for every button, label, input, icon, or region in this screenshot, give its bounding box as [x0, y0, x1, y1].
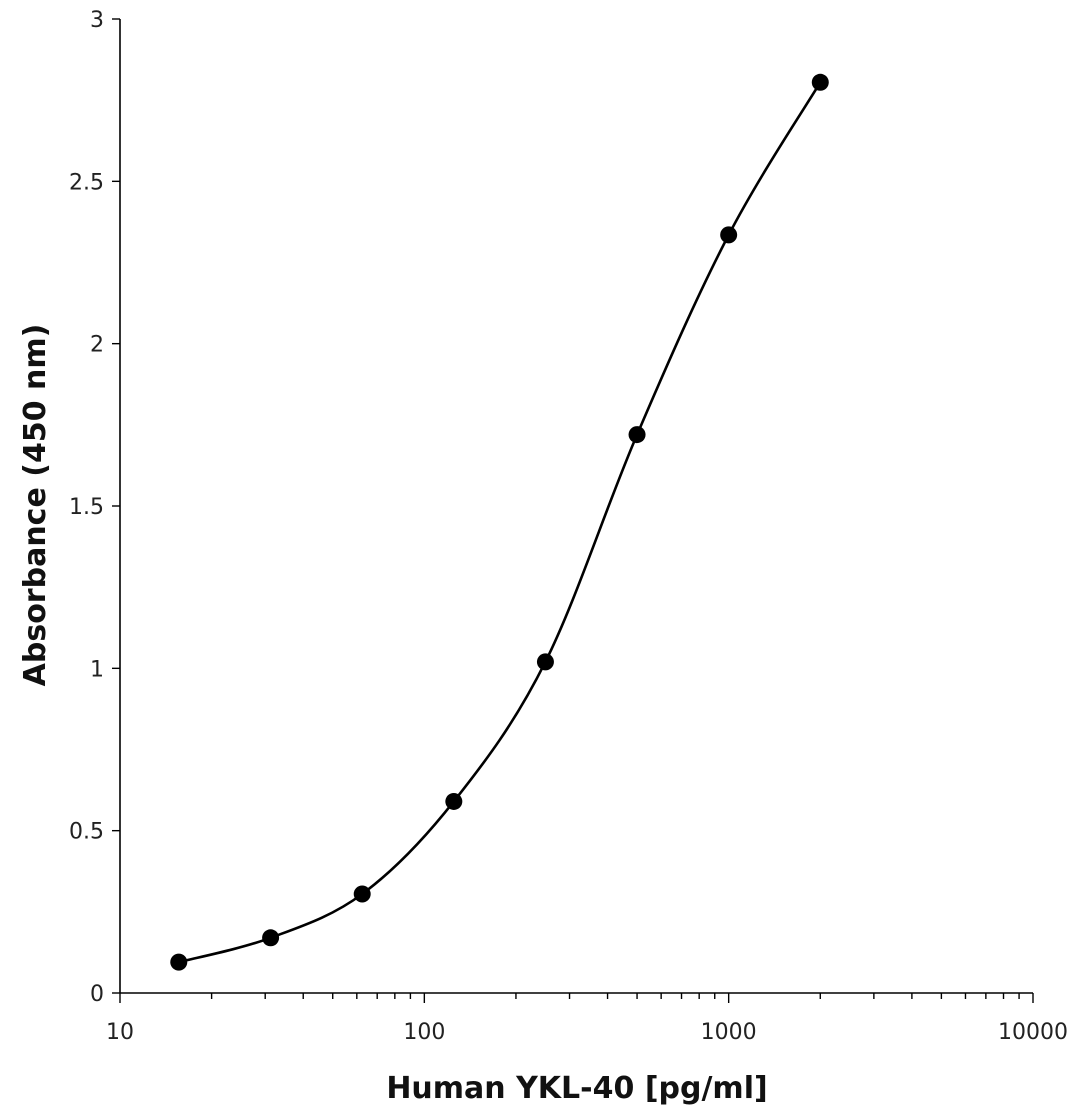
x-tick-label: 1000 [701, 1020, 757, 1045]
y-tick-label: 0.5 [69, 820, 104, 845]
axes [119, 19, 1033, 994]
y-tick-label: 1.5 [69, 495, 104, 520]
data-point [720, 226, 738, 244]
x-axis-title: Human YKL-40 [pg/ml] [386, 1071, 767, 1106]
x-tick-label: 10 [106, 1020, 134, 1045]
data-point [445, 792, 463, 810]
y-tick-label: 2 [90, 333, 104, 358]
data-points [170, 73, 829, 971]
data-point [353, 885, 371, 903]
x-tick-label: 100 [403, 1020, 445, 1045]
y-tick-label: 1 [90, 657, 104, 682]
data-point [262, 929, 280, 947]
y-tick-label: 3 [90, 8, 104, 33]
y-ticks: 0 0.5 1 1.5 2 2.5 3 [69, 8, 120, 1007]
data-point [628, 426, 646, 444]
y-axis-title: Absorbance (450 nm) [18, 324, 53, 687]
data-point [536, 653, 554, 671]
y-tick-label: 2.5 [69, 170, 104, 195]
y-tick-label: 0 [90, 982, 104, 1007]
data-point [811, 73, 829, 91]
x-ticks: 10 100 1000 10000 [106, 993, 1068, 1045]
data-point [170, 953, 188, 971]
x-tick-label: 10000 [998, 1020, 1068, 1045]
fit-curve [178, 81, 822, 964]
